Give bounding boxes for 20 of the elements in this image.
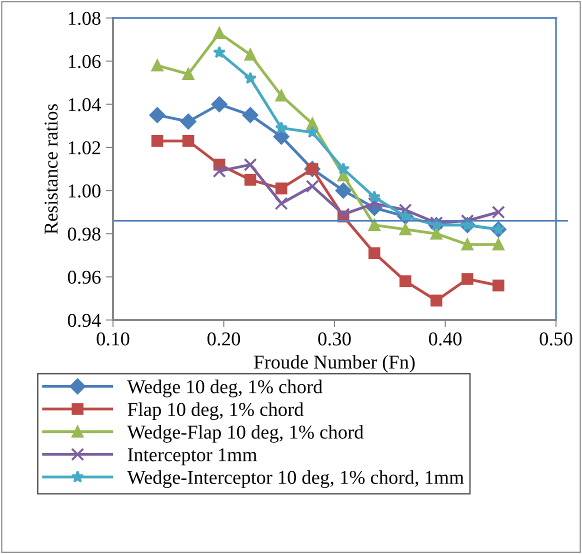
legend-label: Wedge-Interceptor 10 deg, 1% chord, 1mm	[127, 470, 464, 488]
y-tick-label: 0.96	[68, 270, 101, 284]
y-tick-label: 1.00	[68, 184, 100, 198]
x-axis-title: Froude Number (Fn)	[254, 354, 415, 373]
y-tick-label: 0.94	[68, 314, 101, 328]
y-tick-label: 1.06	[68, 54, 101, 68]
x-tick-label: 0.40	[428, 332, 462, 346]
y-tick-label: 1.08	[68, 12, 100, 26]
legend-label: Flap 10 deg, 1% chord	[128, 402, 304, 420]
legend-label: Interceptor 1mm	[128, 448, 257, 466]
y-tick-label: 1.04	[68, 98, 101, 112]
x-tick-label: 0.10	[96, 332, 130, 346]
y-tick-label: 1.02	[68, 141, 100, 154]
legend-label: Wedge 10 deg, 1% chord	[127, 380, 322, 398]
x-tick-label: 0.50	[540, 332, 572, 346]
y-axis-title: Resistance ratios	[44, 104, 58, 234]
legend-label: Wedge-Flap 10 deg, 1% chord	[127, 425, 364, 443]
x-tick-label: 0.20	[207, 332, 240, 346]
y-tick-label: 0.98	[68, 228, 100, 241]
x-tick-label: 0.30	[318, 332, 351, 346]
